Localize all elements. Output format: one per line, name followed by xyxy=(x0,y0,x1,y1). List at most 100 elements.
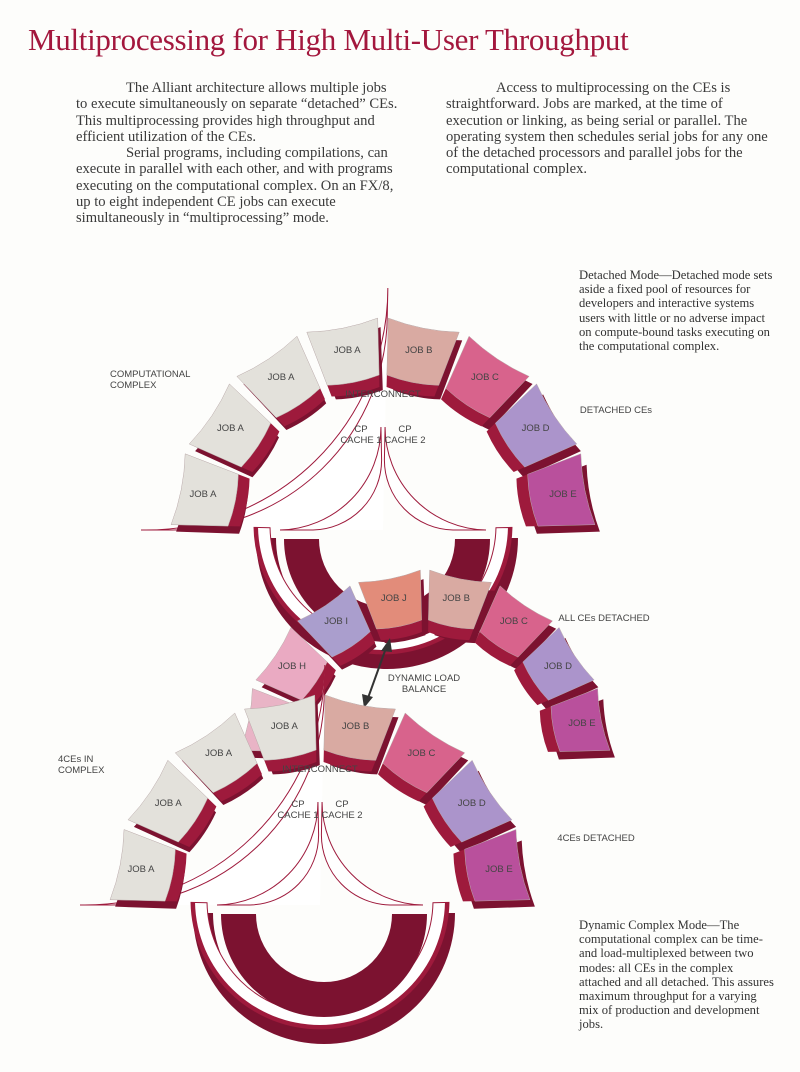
ring xyxy=(140,288,389,531)
job-label: JOB I xyxy=(324,616,348,628)
arrow-head xyxy=(362,694,373,708)
ce-block xyxy=(358,569,422,630)
ce-block xyxy=(127,759,208,843)
ring-diagram xyxy=(74,659,535,1044)
ce-block xyxy=(174,712,258,793)
ring xyxy=(486,421,527,472)
balance-label: DYNAMIC LOAD BALANCE xyxy=(387,673,461,695)
complex-label: COMPUTATIONAL COMPLEX xyxy=(110,369,191,391)
ce-block xyxy=(244,694,317,761)
complex-label: 4CEs IN COMPLEX xyxy=(58,754,105,776)
interconnect-label: INTERCONNECT xyxy=(282,763,358,775)
ce-block xyxy=(495,383,578,468)
ce-block xyxy=(188,383,271,468)
job-label: JOB B xyxy=(341,720,370,732)
job-label: JOB D xyxy=(544,660,573,672)
arrow xyxy=(367,647,387,699)
ce-block xyxy=(386,317,460,386)
job-label: JOB C xyxy=(407,747,436,759)
ce-block xyxy=(527,453,596,527)
job-label: JOB E xyxy=(485,863,513,875)
ce-block xyxy=(550,688,611,752)
ring-diagram xyxy=(239,569,615,760)
interconnect-label: INTERCONNECT xyxy=(282,763,358,775)
ce-block xyxy=(255,627,328,701)
job-label: JOB A xyxy=(127,863,155,875)
ring xyxy=(135,282,388,531)
paragraph: The Alliant architecture allows multiple… xyxy=(76,80,398,145)
job-label: JOB A xyxy=(270,720,298,732)
cache-label: CP CACHE 1 xyxy=(340,424,382,446)
ring xyxy=(211,761,262,802)
job-label: JOB D xyxy=(457,798,486,810)
ce-block xyxy=(432,759,513,843)
cache-label: CP CACHE 2 xyxy=(321,799,363,821)
job-label: JOB A xyxy=(189,488,217,500)
job-label: JOB H xyxy=(277,660,306,672)
job-label: JOB E xyxy=(568,718,596,730)
interconnect-label: INTERCONNECT xyxy=(345,388,421,400)
job-label: JOB E xyxy=(549,488,577,500)
ring xyxy=(423,796,464,847)
job-label: JOB E xyxy=(549,488,577,500)
job-label: JOB A xyxy=(267,371,295,383)
job-label: JOB A xyxy=(189,488,217,500)
ring xyxy=(441,386,492,427)
ce-block xyxy=(109,829,176,902)
ring xyxy=(330,629,376,666)
detached-label: 4CEs DETACHED xyxy=(557,833,634,844)
ce-block xyxy=(445,335,530,418)
job-label: JOB A xyxy=(216,422,244,434)
ring-diagram xyxy=(135,282,600,669)
ring xyxy=(239,421,280,472)
cache-label: CP CACHE 1 xyxy=(340,424,382,446)
ce-block xyxy=(522,627,595,701)
title: Multiprocessing for High Multi-User Thro… xyxy=(28,22,629,57)
job-label: JOB A xyxy=(127,863,155,875)
job-label: JOB C xyxy=(499,616,528,628)
ce-block xyxy=(236,335,321,418)
job-label: JOB A xyxy=(154,798,182,810)
cache-label: CP CACHE 2 xyxy=(321,799,363,821)
ring xyxy=(221,914,427,1017)
ring xyxy=(274,386,325,427)
job-label: JOB H xyxy=(277,660,306,672)
ring xyxy=(176,796,217,847)
detached-label: ALL CEs DETACHED xyxy=(558,612,650,624)
caption: Detached Mode—Detached mode sets aside a… xyxy=(579,268,773,354)
caption: Dynamic Complex Mode—The computational c… xyxy=(579,918,774,1032)
job-label: JOB A xyxy=(334,345,361,356)
job-label: JOB C xyxy=(499,616,528,628)
job-label: JOB D xyxy=(521,422,550,434)
ring xyxy=(299,660,336,706)
job-label: JOB B xyxy=(341,720,370,732)
job-label: JOB B xyxy=(442,593,469,604)
job-label: JOB D xyxy=(544,660,573,672)
body-text: The Alliant architecture allows multiple… xyxy=(76,80,770,240)
paragraph: Access to multiprocessing on the CEs is … xyxy=(446,80,768,178)
job-label: JOB J xyxy=(380,592,407,604)
ring xyxy=(74,659,325,906)
complex-label: 4CEs IN COMPLEX xyxy=(58,754,105,776)
job-label: JOB I xyxy=(324,616,348,628)
ring xyxy=(378,761,429,802)
job-label: JOB E xyxy=(568,718,596,730)
job-label: JOB E xyxy=(485,863,513,875)
arrow-head xyxy=(381,638,392,652)
job-label: JOB J xyxy=(380,592,407,604)
ring xyxy=(320,802,424,906)
ring xyxy=(279,427,383,531)
cache-label: CP CACHE 2 xyxy=(384,424,426,446)
interconnect-label: INTERCONNECT xyxy=(345,388,421,400)
ring xyxy=(514,660,551,706)
job-label: JOB D xyxy=(521,422,550,434)
job-label: JOB D xyxy=(457,798,486,810)
ring xyxy=(474,629,520,666)
balance-label: DYNAMIC LOAD BALANCE xyxy=(387,673,461,695)
cache-label: CP CACHE 2 xyxy=(384,424,426,446)
job-label: JOB A xyxy=(270,720,298,732)
job-label: JOB A xyxy=(216,422,244,434)
cache-label: CP CACHE 1 xyxy=(277,799,319,821)
